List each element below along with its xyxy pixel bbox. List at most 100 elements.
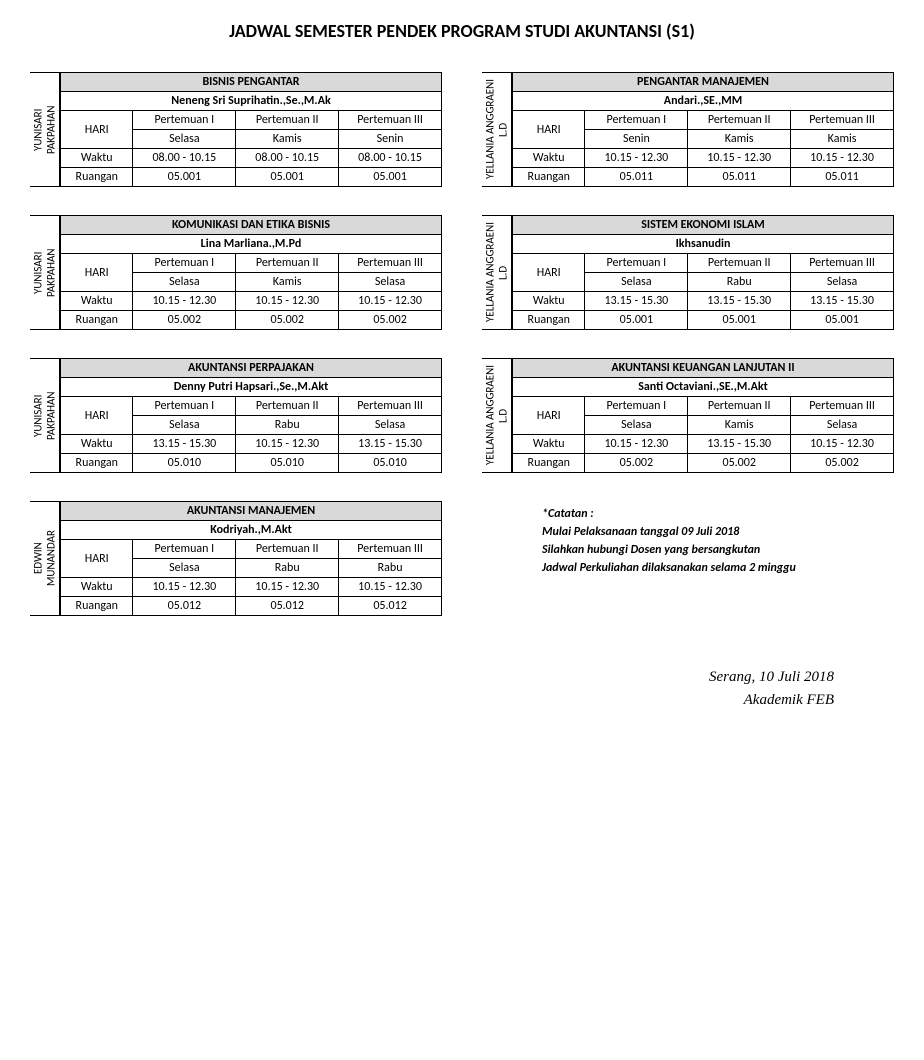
room-2: 05.012 (236, 597, 339, 616)
time-1: 08.00 - 10.15 (133, 149, 236, 168)
hari-label: HARI (61, 397, 133, 435)
time-2: 13.15 - 15.30 (688, 292, 791, 311)
time-2: 10.15 - 12.30 (236, 578, 339, 597)
waktu-label: Waktu (61, 435, 133, 454)
note-line: Silahkan hubungi Dosen yang bersangkutan (542, 541, 894, 559)
pertemuan-1-label: Pertemuan I (133, 397, 236, 416)
course-header: KOMUNIKASI DAN ETIKA BISNIS (61, 216, 442, 235)
day-1: Selasa (585, 273, 688, 292)
schedule-table: AKUNTANSI MANAJEMENKodriyah.,M.AktHARIPe… (60, 501, 442, 616)
course-header: AKUNTANSI KEUANGAN LANJUTAN II (513, 359, 894, 378)
time-2: 08.00 - 10.15 (236, 149, 339, 168)
day-2: Kamis (236, 273, 339, 292)
schedule-block: YELLANIA ANGGRAENIL.DSISTEM EKONOMI ISLA… (482, 215, 894, 330)
lecturer: Santi Octaviani.,SE.,M.Akt (513, 378, 894, 397)
day-2: Kamis (688, 416, 791, 435)
course-header: SISTEM EKONOMI ISLAM (513, 216, 894, 235)
owner-label: YELLANIA ANGGRAENIL.D (482, 358, 512, 473)
pertemuan-1-label: Pertemuan I (585, 397, 688, 416)
day-1: Selasa (585, 416, 688, 435)
pertemuan-3-label: Pertemuan III (339, 540, 442, 559)
pertemuan-1-label: Pertemuan I (585, 254, 688, 273)
day-1: Selasa (133, 416, 236, 435)
time-2: 10.15 - 12.30 (236, 435, 339, 454)
day-3: Selasa (791, 416, 894, 435)
room-3: 05.002 (791, 454, 894, 473)
schedule-block: YUNISARIPAKPAHANKOMUNIKASI DAN ETIKA BIS… (30, 215, 442, 330)
day-1: Senin (585, 130, 688, 149)
day-2: Kamis (236, 130, 339, 149)
ruangan-label: Ruangan (513, 168, 585, 187)
hari-label: HARI (513, 254, 585, 292)
time-1: 13.15 - 15.30 (133, 435, 236, 454)
time-2: 13.15 - 15.30 (688, 435, 791, 454)
sign-place: Serang, 10 Juli 2018 (30, 666, 834, 689)
waktu-label: Waktu (513, 149, 585, 168)
room-3: 05.010 (339, 454, 442, 473)
schedule-table: AKUNTANSI KEUANGAN LANJUTAN IISanti Octa… (512, 358, 894, 473)
room-3: 05.011 (791, 168, 894, 187)
hari-label: HARI (61, 254, 133, 292)
room-3: 05.002 (339, 311, 442, 330)
time-3: 08.00 - 10.15 (339, 149, 442, 168)
room-1: 05.001 (133, 168, 236, 187)
time-1: 10.15 - 12.30 (133, 292, 236, 311)
schedule-block: EDWINMUNANDARAKUNTANSI MANAJEMENKodriyah… (30, 501, 442, 616)
time-1: 10.15 - 12.30 (585, 149, 688, 168)
room-1: 05.010 (133, 454, 236, 473)
time-2: 10.15 - 12.30 (688, 149, 791, 168)
day-2: Rabu (236, 559, 339, 578)
ruangan-label: Ruangan (513, 454, 585, 473)
course-header: AKUNTANSI PERPAJAKAN (61, 359, 442, 378)
pertemuan-2-label: Pertemuan II (236, 540, 339, 559)
sign-dept: Akademik FEB (30, 689, 834, 712)
pertemuan-3-label: Pertemuan III (791, 111, 894, 130)
time-3: 13.15 - 15.30 (791, 292, 894, 311)
course-header: AKUNTANSI MANAJEMEN (61, 502, 442, 521)
room-3: 05.001 (791, 311, 894, 330)
schedule-block: YUNISARIPAKPAHANAKUNTANSI PERPAJAKANDenn… (30, 358, 442, 473)
schedule-block: YELLANIA ANGGRAENIL.DAKUNTANSI KEUANGAN … (482, 358, 894, 473)
lecturer: Andari.,SE.,MM (513, 92, 894, 111)
signature: Serang, 10 Juli 2018 Akademik FEB (30, 666, 894, 711)
schedule-block: YUNISARIPAKPAHANBISNIS PENGANTARNeneng S… (30, 72, 442, 187)
room-1: 05.002 (133, 311, 236, 330)
day-2: Rabu (236, 416, 339, 435)
pertemuan-1-label: Pertemuan I (133, 540, 236, 559)
room-2: 05.002 (236, 311, 339, 330)
room-2: 05.002 (688, 454, 791, 473)
ruangan-label: Ruangan (61, 311, 133, 330)
day-1: Selasa (133, 559, 236, 578)
day-2: Rabu (688, 273, 791, 292)
owner-label: YUNISARIPAKPAHAN (30, 215, 60, 330)
time-1: 13.15 - 15.30 (585, 292, 688, 311)
room-1: 05.012 (133, 597, 236, 616)
pertemuan-3-label: Pertemuan III (339, 111, 442, 130)
lecturer: Ikhsanudin (513, 235, 894, 254)
time-3: 10.15 - 12.30 (791, 435, 894, 454)
owner-label: EDWINMUNANDAR (30, 501, 60, 616)
pertemuan-2-label: Pertemuan II (236, 397, 339, 416)
pertemuan-2-label: Pertemuan II (236, 254, 339, 273)
room-2: 05.001 (236, 168, 339, 187)
hari-label: HARI (61, 540, 133, 578)
lecturer: Kodriyah.,M.Akt (61, 521, 442, 540)
waktu-label: Waktu (61, 292, 133, 311)
note-line: *Catatan : (542, 505, 894, 523)
room-3: 05.001 (339, 168, 442, 187)
room-1: 05.011 (585, 168, 688, 187)
pertemuan-3-label: Pertemuan III (791, 254, 894, 273)
day-3: Selasa (339, 273, 442, 292)
page-title: JADWAL SEMESTER PENDEK PROGRAM STUDI AKU… (30, 20, 894, 42)
waktu-label: Waktu (513, 292, 585, 311)
ruangan-label: Ruangan (61, 454, 133, 473)
day-1: Selasa (133, 273, 236, 292)
time-3: 10.15 - 12.30 (339, 292, 442, 311)
hari-label: HARI (513, 397, 585, 435)
schedule-table: BISNIS PENGANTARNeneng Sri Suprihatin.,S… (60, 72, 442, 187)
time-2: 10.15 - 12.30 (236, 292, 339, 311)
time-1: 10.15 - 12.30 (133, 578, 236, 597)
time-3: 10.15 - 12.30 (791, 149, 894, 168)
lecturer: Denny Putri Hapsari.,Se.,M.Akt (61, 378, 442, 397)
schedule-table: SISTEM EKONOMI ISLAMIkhsanudinHARIPertem… (512, 215, 894, 330)
